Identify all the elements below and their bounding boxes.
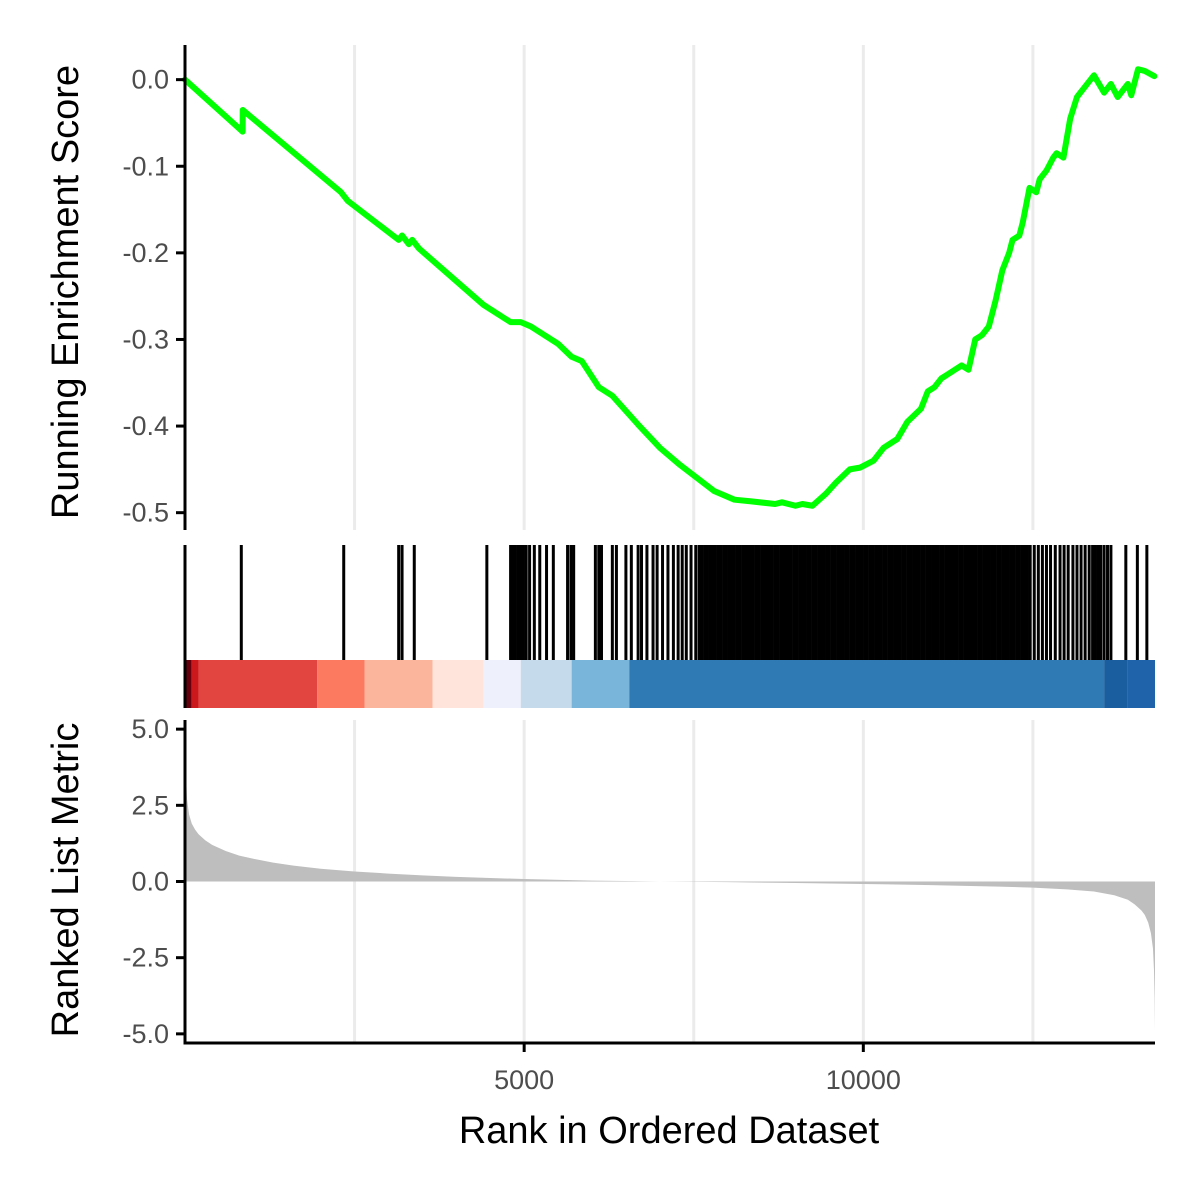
metric-y-axis-title: Ranked List Metric [45,723,87,1038]
enrichment-line [182,66,1158,509]
color-bar-segment [191,660,199,708]
metric-y-tick-label: -5.0 [122,1019,169,1049]
grid-lines [353,45,1035,1043]
color-bar-segment [364,660,433,708]
axes [176,45,1155,1052]
color-bar-segment [317,660,365,708]
x-tick-label: 5000 [494,1065,554,1095]
enrichment-y-tick-label: 0.0 [131,65,169,95]
color-bar-segment [483,660,521,708]
enrichment-score-curve [182,66,1158,509]
gene-hit-marks [239,545,1149,660]
metric-y-tick-label: -2.5 [122,943,169,973]
enrichment-y-tick-label: -0.5 [122,498,169,528]
color-bar-segment [629,660,1105,708]
enrichment-y-tick-label: -0.4 [122,411,169,441]
enrichment-y-tick-label: -0.1 [122,151,169,181]
color-bar-segment [571,660,630,708]
color-bar-segment [1127,660,1155,708]
x-tick-label: 10000 [826,1065,901,1095]
rank-color-bar [185,660,1155,708]
ranked-metric-area [185,723,1155,1031]
metric-y-tick-label: 0.0 [131,867,169,897]
tick-labels: 0.0 -0.1 -0.2 -0.3 -0.4 -0.5 5.0 2.5 0.0 -2.5 -5.0… [122,65,900,1095]
color-bar-segment [185,660,192,708]
color-bar-segment [198,660,318,708]
enrichment-y-tick-label: -0.2 [122,238,169,268]
color-bar-segment [1104,660,1128,708]
metric-y-tick-label: 5.0 [131,714,169,744]
metric-area [185,723,1155,1031]
x-axis-title: Rank in Ordered Dataset [459,1110,880,1152]
color-bar-segment [520,660,572,708]
enrichment-y-axis-title: Running Enrichment Score [45,65,87,519]
enrichment-y-tick-label: -0.3 [122,324,169,354]
color-bar-segment [432,660,484,708]
metric-y-tick-label: 2.5 [131,790,169,820]
